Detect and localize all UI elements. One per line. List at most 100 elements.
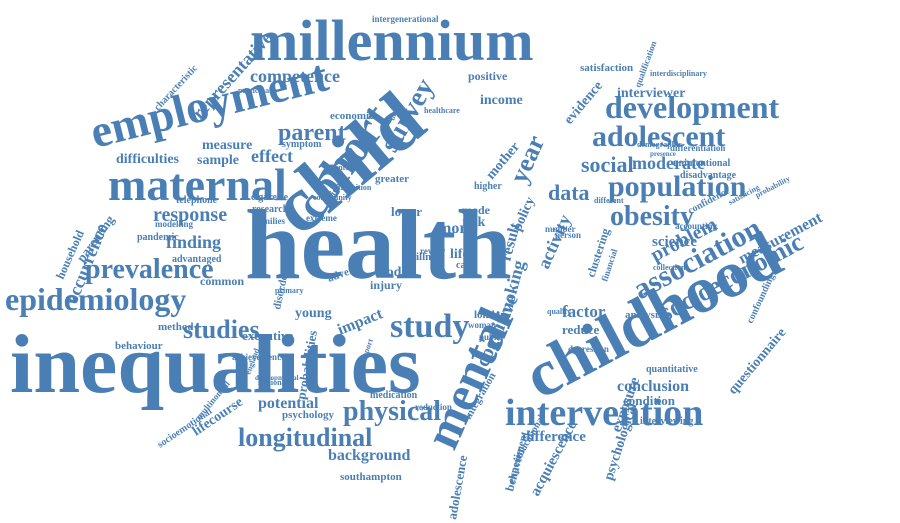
word-social: social bbox=[581, 152, 634, 177]
word-quantitative: quantitative bbox=[646, 364, 698, 375]
word-symptom: symptom bbox=[282, 139, 322, 150]
word-qualification: qualification bbox=[632, 40, 658, 89]
word-inequalities: inequalities bbox=[10, 318, 421, 411]
word-analysis: analysis bbox=[625, 309, 663, 321]
word-millennium: millennium bbox=[250, 8, 534, 73]
word-activity: activity bbox=[533, 211, 574, 271]
word-london: london bbox=[474, 309, 506, 321]
word-sectional: sectional bbox=[258, 378, 289, 387]
word-science: science bbox=[652, 234, 697, 250]
word-maternal: maternal bbox=[108, 159, 287, 210]
word-lower: lower bbox=[391, 204, 422, 219]
word-difference: difference bbox=[522, 429, 586, 445]
word-income: income bbox=[480, 93, 523, 108]
word-review: review bbox=[420, 246, 446, 256]
word-developmental: developmental bbox=[255, 374, 299, 382]
word-measure: measure bbox=[202, 138, 252, 153]
word-longitudinal: longitudinal bbox=[238, 423, 372, 452]
word-intervention: intervention bbox=[505, 392, 703, 434]
word-quality: quality bbox=[547, 307, 571, 316]
word-method: method bbox=[158, 321, 193, 333]
word-conclusion: conclusion bbox=[617, 378, 689, 395]
word-families: families bbox=[255, 216, 285, 226]
word-research: research bbox=[252, 204, 289, 215]
word-depression: depression bbox=[568, 344, 609, 354]
word-interviewer: interviewer bbox=[617, 86, 685, 101]
word-person: person bbox=[555, 230, 581, 240]
word-medication: medication bbox=[370, 390, 418, 401]
word-transition: transition bbox=[338, 183, 372, 192]
word-population: population bbox=[608, 170, 747, 203]
word-interdisciplinary: interdisciplinary bbox=[650, 69, 707, 78]
word-community: community bbox=[313, 193, 352, 202]
word-southampton: southampton bbox=[340, 471, 402, 483]
word-advantaged: advantaged bbox=[172, 254, 222, 265]
word-moderate: moderate bbox=[632, 153, 705, 173]
word-satisfaction: satisfaction bbox=[580, 62, 633, 74]
word-model: model bbox=[375, 265, 412, 280]
word-cigarette: cigarette bbox=[251, 192, 289, 203]
word-studies: studies bbox=[183, 315, 260, 344]
word-adolescent: adolescent bbox=[592, 120, 725, 153]
word-executive: executive bbox=[242, 328, 293, 343]
word-unintentional: unintentional bbox=[673, 158, 730, 169]
word-background: background bbox=[328, 447, 411, 464]
word-modelling: modelling bbox=[155, 219, 194, 229]
word-presence: presence bbox=[650, 150, 676, 158]
word-telephone: telephone bbox=[176, 195, 218, 206]
word-adolescence: adolescence bbox=[444, 454, 470, 521]
word-interviewing: interviewing bbox=[640, 416, 693, 427]
word-development: development bbox=[605, 89, 780, 125]
word-parent: parent bbox=[278, 120, 346, 146]
word-higher: higher bbox=[474, 181, 502, 192]
word-probability: probability bbox=[754, 174, 792, 200]
word-extreme: extreme bbox=[306, 213, 337, 223]
word-pandemic: pandemic bbox=[137, 232, 179, 243]
word-participant: participant bbox=[238, 86, 277, 95]
word-public: public bbox=[479, 332, 503, 342]
word-woman: woman bbox=[468, 320, 496, 330]
word-positive: positive bbox=[468, 69, 508, 83]
word-effect: effect bbox=[251, 146, 293, 166]
word-finding: finding bbox=[166, 232, 221, 252]
word-life: life bbox=[450, 247, 469, 262]
word-mode: mode bbox=[462, 203, 491, 217]
word-reduction: reduction bbox=[415, 402, 452, 412]
word-competence: competence bbox=[250, 66, 340, 86]
word-physical: physical bbox=[343, 396, 441, 427]
word-data: data bbox=[548, 180, 590, 205]
word-demographic: demographic bbox=[637, 140, 682, 149]
word-intervals: intervals bbox=[336, 163, 366, 172]
word-injury: injury bbox=[370, 278, 402, 292]
word-psychology: psychology bbox=[282, 409, 334, 421]
word-care: care bbox=[456, 260, 475, 271]
word-common: common bbox=[200, 274, 244, 288]
word-questionnaire: questionnaire bbox=[726, 326, 790, 398]
word-prevalence: prevalence bbox=[85, 254, 214, 285]
word-young: young bbox=[295, 306, 332, 321]
word-primary: primary bbox=[275, 286, 303, 295]
word-healthcare: healthcare bbox=[424, 106, 460, 115]
word-obesity: obesity bbox=[610, 201, 694, 232]
word-differentiation: differentiation bbox=[670, 143, 725, 153]
word-economic: economic bbox=[330, 110, 374, 122]
word-illness: illness bbox=[416, 251, 445, 263]
word-difficulties: difficulties bbox=[116, 152, 180, 167]
word-achievements: achievements bbox=[232, 352, 284, 362]
word-epidemiology: epidemiology bbox=[5, 281, 186, 317]
word-reduce: reduce bbox=[562, 322, 600, 337]
word-collection: collection bbox=[653, 263, 686, 272]
word-risk: risk bbox=[462, 215, 486, 230]
word-sample: sample bbox=[197, 153, 239, 168]
word-intergenerational: intergenerational bbox=[372, 14, 439, 24]
word-greater: greater bbox=[375, 173, 409, 185]
word-condition: condition bbox=[623, 393, 676, 408]
word-more: more bbox=[438, 220, 473, 237]
word-response: response bbox=[153, 204, 227, 226]
word-disadvantage: disadvantage bbox=[680, 170, 737, 181]
word-study: study bbox=[390, 308, 469, 345]
word-accounting: accounting bbox=[675, 221, 718, 231]
word-number: number bbox=[545, 224, 576, 234]
